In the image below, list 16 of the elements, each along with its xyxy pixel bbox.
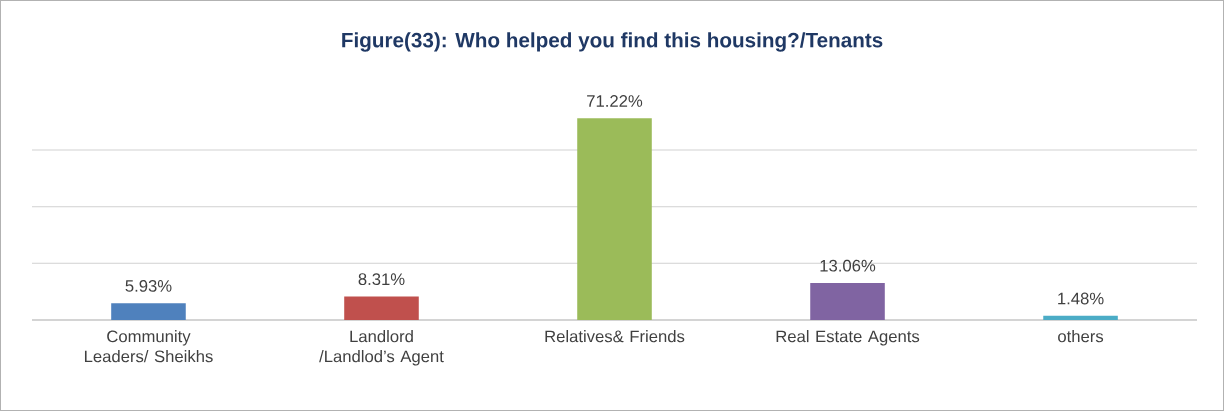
x-tick-label: Landlord /Landlod’s Agent [319, 330, 444, 366]
bar [577, 118, 652, 320]
x-tick-label: others [1058, 330, 1104, 343]
bar [810, 282, 885, 320]
x-tick-label: Community Leaders/ Sheikhs [84, 330, 213, 363]
bar [111, 303, 186, 320]
data-label: 71.22% [587, 95, 643, 107]
x-tick-label: Relatives& Friends [545, 330, 685, 343]
data-label: 5.93% [125, 280, 172, 292]
chart-title: Figure(33): Who helped you find this housing?/Tenants [342, 32, 883, 52]
data-label: 13.06% [820, 259, 876, 272]
bar [344, 296, 419, 320]
x-tick-label: Real Estate Agents [776, 330, 920, 346]
data-label: 8.31% [358, 273, 405, 286]
data-label: 1.48% [1058, 292, 1104, 305]
bar [1043, 315, 1118, 320]
